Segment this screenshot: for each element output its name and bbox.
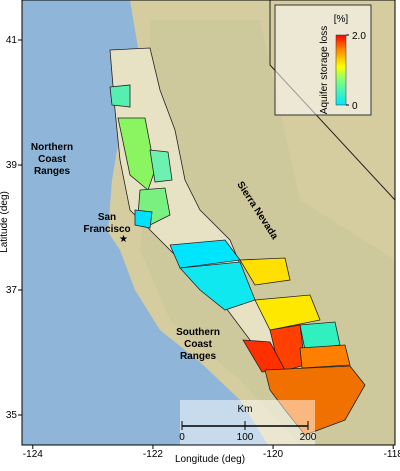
colorbar-tick-label: 0 bbox=[352, 101, 358, 112]
colorbar-tick-label: 2.0 bbox=[352, 31, 366, 42]
axis-ticks: -124 -122 -120 -118 35 37 39 41 bbox=[6, 35, 400, 460]
place-label: Ranges bbox=[34, 166, 71, 177]
colorbar-unit: [%] bbox=[334, 14, 349, 25]
colorbar-ticks: 2.00 bbox=[346, 31, 366, 112]
place-label: Francisco bbox=[83, 224, 130, 235]
state-border bbox=[269, 0, 396, 201]
region bbox=[134, 209, 153, 229]
x-axis-label: Longitude (deg) bbox=[175, 454, 245, 465]
y-axis-label: Latitude (deg) bbox=[0, 191, 10, 253]
region bbox=[299, 344, 351, 369]
place-label: Northern bbox=[31, 142, 73, 153]
region bbox=[149, 149, 173, 183]
colorbar-label: Aquifer storage loss bbox=[319, 26, 330, 114]
colorbar-box bbox=[274, 4, 372, 116]
place-label: Coast bbox=[184, 339, 212, 350]
x-tick-label: -124 bbox=[23, 449, 43, 460]
region bbox=[109, 84, 131, 108]
frame bbox=[21, 0, 396, 446]
scale-ticks: 0 100 200 bbox=[179, 421, 317, 443]
place-label: Coast bbox=[38, 154, 66, 165]
colorbar bbox=[335, 34, 347, 106]
star: ★ bbox=[119, 234, 128, 245]
place-label: San bbox=[98, 212, 116, 223]
scale-tick-label: 200 bbox=[300, 432, 317, 443]
y-tick-label: 37 bbox=[6, 285, 18, 296]
valley-regions bbox=[109, 47, 366, 436]
y-tick-label: 35 bbox=[6, 410, 18, 421]
scale-unit: Km bbox=[238, 404, 253, 415]
region bbox=[179, 261, 256, 311]
y-tick-label: 39 bbox=[6, 160, 18, 171]
x-tick-label: -120 bbox=[263, 449, 283, 460]
x-tick-label: -118 bbox=[384, 449, 400, 460]
scale-box bbox=[180, 400, 315, 445]
place-label: Southern bbox=[176, 327, 220, 338]
region bbox=[117, 117, 156, 191]
place-label: Ranges bbox=[180, 351, 217, 362]
region bbox=[254, 294, 321, 331]
scale-tick-label: 0 bbox=[179, 432, 185, 443]
y-tick-label: 41 bbox=[6, 35, 18, 46]
x-tick-label: -122 bbox=[143, 449, 163, 460]
region bbox=[239, 257, 291, 286]
scale-tick-label: 100 bbox=[237, 432, 254, 443]
